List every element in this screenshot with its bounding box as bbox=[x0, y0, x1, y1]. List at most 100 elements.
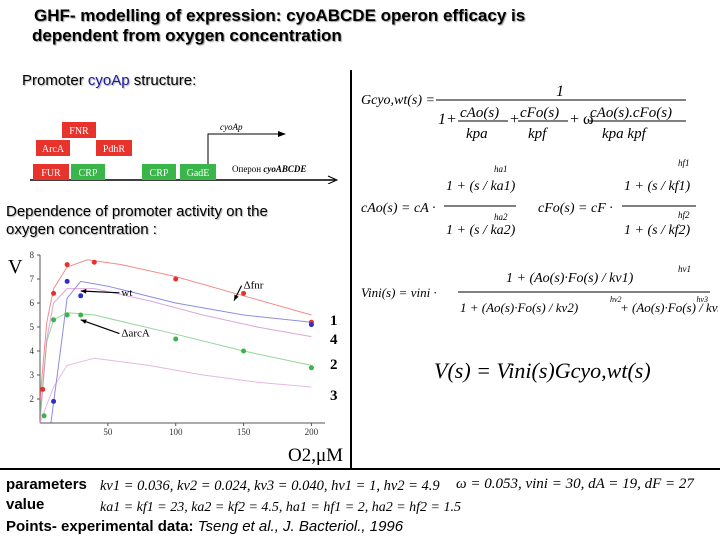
data-point-series-2 bbox=[64, 312, 70, 318]
formula-cao-lhs: cAo(s) = cA · bbox=[361, 201, 436, 216]
x-tick-label: 150 bbox=[237, 427, 251, 437]
params-line-1b: ω = 0.053, vini = 30, dA = 19, dF = 27 bbox=[456, 476, 694, 492]
slide-title: GHF- modelling of expression: cyoABCDE o… bbox=[22, 6, 712, 46]
promoter-name: cyoAp bbox=[87, 72, 130, 89]
points-label: Points- experimental data: bbox=[6, 518, 198, 535]
formula-vini-den2: + (Ao(s)·Fo(s) / kv3) bbox=[620, 300, 718, 315]
title-line-1: GHF- modelling of expression: cyoABCDE o… bbox=[34, 6, 526, 25]
formula-g-t2d: kpf bbox=[528, 126, 548, 142]
formula-g-plus2: + ω bbox=[570, 111, 594, 128]
x-tick-label: 200 bbox=[305, 427, 319, 437]
formula-vini-den2-exp: hv3 bbox=[696, 295, 708, 304]
right-label-4: 4 bbox=[330, 332, 338, 348]
params-line-2: ka1 = kf1 = 23, ka2 = kf2 = 4.5, ha1 = h… bbox=[100, 500, 461, 515]
y-tick-label: 3 bbox=[30, 370, 35, 380]
box-label-fnr: FNR bbox=[69, 126, 89, 137]
box-label-crp-1: CRP bbox=[79, 168, 98, 179]
promoter-arrow-icon bbox=[207, 133, 278, 164]
formula-vini-den: 1 + (Ao(s)·Fo(s) / kv2) bbox=[460, 300, 578, 315]
formula-vini-num-exp: hv1 bbox=[678, 264, 691, 274]
annotation-arrowhead-icon bbox=[80, 319, 87, 324]
chart-xlabel: O2,μM bbox=[288, 445, 343, 466]
formula-g-plus1: + bbox=[510, 111, 519, 128]
box-crp-1 bbox=[71, 164, 105, 180]
operon-end-icon bbox=[327, 175, 339, 184]
annotation-label: ΔarcA bbox=[121, 328, 150, 340]
promoter-prefix: Promoter bbox=[22, 72, 88, 89]
arrow-label: cyoAp bbox=[220, 122, 243, 132]
series-curve-2 bbox=[39, 312, 312, 414]
data-point-series-2 bbox=[241, 348, 247, 354]
citation: Tseng et al., J. Bacteriol., 1996 bbox=[197, 518, 404, 535]
formula-cfo-den-exp: hf2 bbox=[678, 210, 690, 220]
box-fnr bbox=[62, 122, 96, 138]
arrow-head-icon bbox=[278, 131, 286, 137]
data-point-series-2 bbox=[308, 365, 314, 371]
formula-g-d1: 1+ bbox=[438, 111, 457, 128]
annotation-arrow-icon bbox=[80, 319, 120, 335]
annotation-arrow-icon bbox=[80, 290, 120, 294]
box-label-crp-2: CRP bbox=[150, 168, 169, 179]
promoter-diagram: FUR CRP CRP GadE FNR ArcA PdhR cyoAp Опе… bbox=[30, 122, 339, 184]
value-label: value bbox=[6, 496, 45, 513]
formula-vini-den-exp: hv2 bbox=[610, 295, 622, 304]
horizontal-divider bbox=[0, 468, 720, 470]
promoter-heading: Promoter cyoAp structure: bbox=[22, 72, 196, 89]
formula-cao-den-exp: ha2 bbox=[494, 212, 508, 222]
chart-axes: 50 100 150 200 2 3 4 5 6 7 8 bbox=[30, 250, 325, 437]
y-tick-label: 6 bbox=[30, 298, 35, 308]
data-point-series-2 bbox=[41, 413, 47, 419]
box-label-pdhr: PdhR bbox=[103, 144, 126, 155]
formula-g-t3d: kpa kpf bbox=[602, 126, 648, 142]
formula-vini-num: 1 + (Ao(s)·Fo(s) / kv1) bbox=[506, 271, 634, 286]
chart-annotations: Δfnr wt ΔarcA bbox=[80, 280, 264, 340]
annotation-arrowhead-icon bbox=[234, 294, 239, 301]
dependence-text: Dependence of promoter activity on the o… bbox=[6, 203, 268, 239]
formula-cao-den: 1 + (s / ka2) bbox=[446, 223, 516, 238]
formula-g-t2n: cFo(s) bbox=[520, 105, 559, 121]
series-curve-3 bbox=[39, 357, 312, 424]
annotation-arrowhead-icon bbox=[80, 288, 87, 294]
data-point-series-1 bbox=[241, 290, 247, 296]
formula-cfo-den: 1 + (s / kf2) bbox=[624, 223, 691, 238]
formula-g-t1d: kpa bbox=[466, 126, 488, 142]
box-pdhr bbox=[96, 140, 132, 156]
box-gade bbox=[180, 164, 216, 180]
series-curve-1 bbox=[39, 259, 312, 400]
operon-label: Оперон cyoABCDE bbox=[232, 164, 306, 174]
promoter-suffix: structure: bbox=[129, 72, 197, 89]
data-point-series-1 bbox=[173, 276, 179, 282]
x-tick-label: 100 bbox=[169, 427, 183, 437]
data-point-series-2 bbox=[51, 317, 57, 323]
data-point-series-1 bbox=[51, 290, 57, 296]
formula-cfo-num-exp: hf1 bbox=[678, 158, 690, 168]
y-tick-label: 7 bbox=[30, 274, 35, 284]
box-label-gade: GadE bbox=[187, 168, 210, 179]
formula-cao-num-exp: ha1 bbox=[494, 164, 508, 174]
box-fur bbox=[33, 164, 69, 180]
annotation-label: Δfnr bbox=[244, 280, 264, 292]
annotation-label: wt bbox=[121, 287, 132, 299]
x-tick-label: 50 bbox=[103, 427, 113, 437]
data-point-series-2 bbox=[173, 336, 179, 342]
series-curve-4 bbox=[50, 280, 312, 424]
data-point-series-2 bbox=[78, 312, 84, 318]
y-tick-label: 2 bbox=[30, 394, 35, 404]
formulas: Gcyo,wt(s) = 1 1+ cAo(s) kpa + cFo(s) kp… bbox=[361, 83, 718, 383]
points-note: Points- experimental data: Tseng et al.,… bbox=[6, 518, 403, 535]
title-line-2: dependent from oxygen concentration bbox=[32, 26, 342, 45]
box-crp-2 bbox=[142, 164, 176, 180]
formula-v: V(s) = Vini(s)Gcyo,wt(s) bbox=[434, 358, 651, 383]
data-point-series-4 bbox=[78, 293, 84, 299]
formula-g-numerator: 1 bbox=[556, 83, 564, 100]
y-tick-label: 4 bbox=[30, 346, 35, 356]
formula-g-t1n: cAo(s) bbox=[460, 105, 499, 121]
params-line-1: kv1 = 0.036, kv2 = 0.024, kv3 = 0.040, h… bbox=[100, 478, 440, 494]
right-label-1: 1 bbox=[330, 313, 338, 329]
activity-chart: V O2,μM 50 100 150 200 2 3 4 5 6 7 8 Δfnr wt ΔarcA 1… bbox=[8, 250, 343, 466]
box-label-arca: ArcA bbox=[42, 144, 65, 155]
right-label-3: 3 bbox=[330, 388, 338, 404]
formula-cao-num: 1 + (s / ka1) bbox=[446, 179, 516, 194]
dependence-line-2: oxygen concentration : bbox=[6, 221, 157, 238]
data-point-series-4 bbox=[51, 398, 57, 404]
